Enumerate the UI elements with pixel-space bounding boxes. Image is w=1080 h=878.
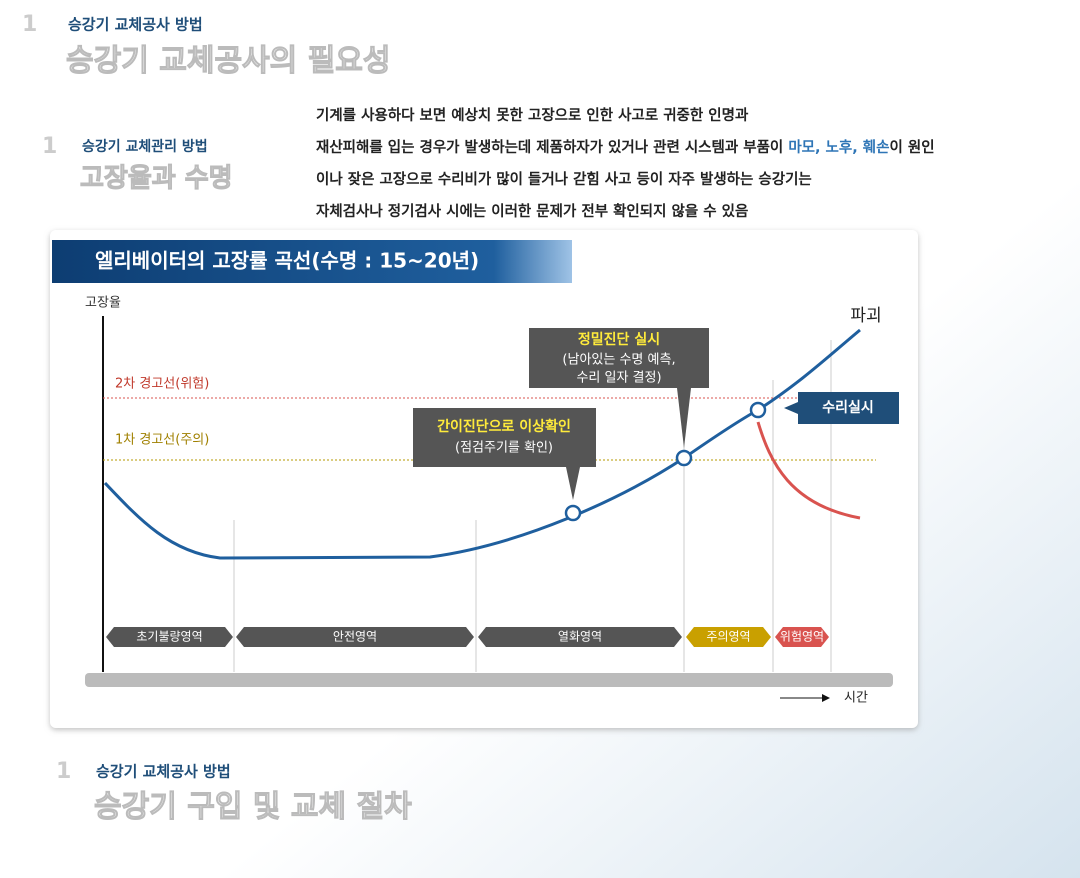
end-label: 파괴: [850, 306, 881, 326]
paragraph-line: 기계를 사용하다 보면 예상치 못한 고장으로 인한 사고로 귀중한 인명과: [316, 106, 749, 124]
callout-text: (남아있는 수명 예측,: [562, 353, 675, 368]
side-subtitle: 승강기 교체관리 방법: [82, 138, 208, 155]
zone-label: 초기불량영역: [136, 630, 202, 644]
highlight: 마모, 노후, 훼손: [788, 139, 889, 156]
text: 재산피해를 입는 경우가 발생하는데 제품하자가 있거나 관련 시스템과 부품이: [316, 138, 788, 156]
repair-box: [784, 392, 899, 424]
callout-title: 정밀진단 실시: [578, 331, 660, 348]
callout: [413, 328, 709, 500]
callout-text: (점검주기를 확인): [455, 441, 553, 456]
x-label: 시간: [844, 691, 868, 706]
paragraph-line: 자체검사나 정기검사 시에는 이러한 문제가 전부 확인되지 않을 수 있음: [316, 202, 748, 220]
section-number: 1: [56, 759, 71, 784]
failure-curve: [103, 328, 861, 560]
y-label: 고장율: [85, 296, 121, 311]
markers: [564, 401, 767, 522]
zone-label: 열화영역: [558, 630, 602, 644]
repair-curve: [756, 421, 861, 520]
zone-arrow: [686, 627, 771, 647]
zone-arrow: [478, 627, 682, 647]
text: 이 원인: [889, 138, 934, 156]
section-subtitle: 승강기 교체공사 방법: [96, 763, 231, 781]
time-arrow-head: [822, 694, 830, 702]
floor: [85, 673, 893, 687]
zone-label: 주의영역: [706, 630, 750, 644]
side-number: 1: [42, 134, 57, 159]
zone-label: 안전영역: [333, 630, 377, 644]
section-title: 승강기 구입 및 교체 절차: [94, 790, 412, 825]
warning-label: 1차 경고선(주의): [115, 433, 209, 448]
repair-label: 수리실시: [822, 400, 874, 416]
zones: 초기불량영역 안전영역 열화영역 주의영역 위험영역: [106, 627, 829, 647]
callout-text: 수리 일자 결정): [576, 371, 661, 386]
warning-label: 2차 경고선(위험): [115, 377, 209, 392]
callout-title: 간이진단으로 이상확인: [437, 418, 571, 435]
zone-arrow: [106, 627, 233, 647]
section-number: 1: [22, 12, 37, 37]
zone-arrow: [236, 627, 474, 647]
section-title: 승강기 교체공사의 필요성: [66, 44, 391, 79]
side-title: 고장율과 수명: [80, 164, 233, 194]
paragraph-line: 이나 잦은 고장으로 수리비가 많이 들거나 갇힘 사고 등이 자주 발생하는 …: [316, 170, 812, 188]
section-subtitle: 승강기 교체공사 방법: [68, 16, 203, 34]
paragraph-line: 재산피해를 입는 경우가 발생하는데 제품하자가 있거나 관련 시스템과 부품이…: [316, 138, 935, 156]
diagram-title: 엘리베이터의 고장률 곡선(수명 : 15~20년): [95, 249, 479, 273]
title-bar: [52, 240, 572, 283]
zone-arrow: [775, 627, 829, 647]
zone-label: 위험영역: [780, 630, 824, 644]
